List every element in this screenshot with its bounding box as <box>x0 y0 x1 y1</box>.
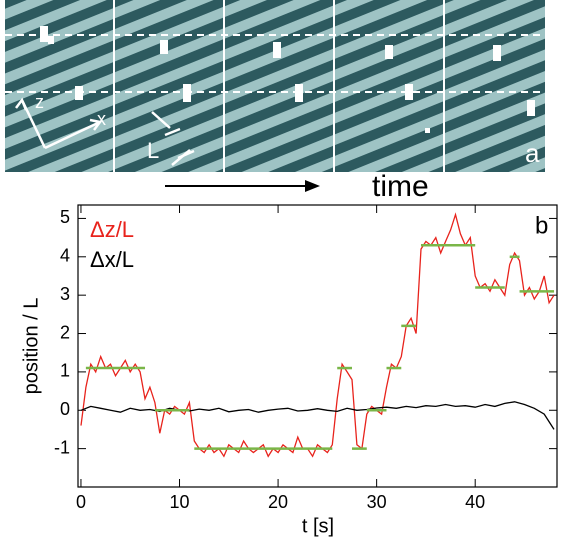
frame <box>5 0 113 172</box>
x-tick-label: 20 <box>268 492 288 512</box>
frame <box>115 0 223 172</box>
frame <box>445 0 545 172</box>
y-axis-label: position / L <box>20 298 42 395</box>
time-arrow-head <box>305 180 320 192</box>
legend-entry: Δz/L <box>90 217 134 242</box>
axis-label: x <box>97 109 106 129</box>
x-axis-label: t [s] <box>302 515 334 537</box>
image-panel: z x L a time <box>5 0 545 203</box>
axes-arrows <box>15 97 195 166</box>
y-tick-label: 1 <box>60 361 70 381</box>
x-tick-label: 30 <box>367 492 387 512</box>
legend-entry: Δx/L <box>90 247 134 272</box>
x-tick-label: 40 <box>465 492 485 512</box>
y-tick-label: 4 <box>60 246 70 266</box>
length-label: L <box>147 138 159 163</box>
plot-frame <box>77 204 558 488</box>
axis-label: z <box>35 92 44 112</box>
x-tick-label: 0 <box>76 492 86 512</box>
y-tick-label: 2 <box>60 322 70 342</box>
y-tick-label: 5 <box>60 207 70 227</box>
y-tick-label: 0 <box>60 399 70 419</box>
y-tick-label: -1 <box>54 437 70 457</box>
y-tick-label: 3 <box>60 284 70 304</box>
data-line <box>80 212 555 458</box>
panel-label: b <box>535 212 548 239</box>
frame <box>225 0 333 172</box>
panel-label: a <box>525 138 540 168</box>
arrow-label: time <box>372 170 429 203</box>
data-line <box>80 401 555 430</box>
particles <box>40 26 535 133</box>
frame <box>335 0 443 172</box>
x-tick-label: 10 <box>170 492 190 512</box>
